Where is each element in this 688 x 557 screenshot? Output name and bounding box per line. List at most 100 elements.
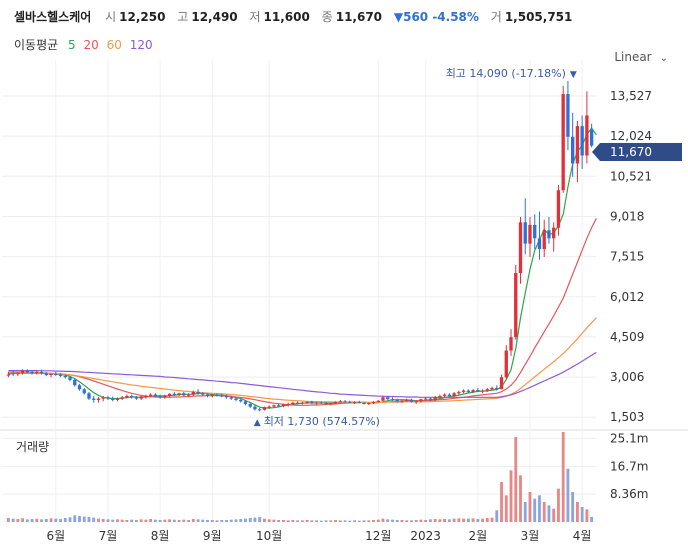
volume-bar <box>177 520 181 522</box>
volume-bar <box>220 520 224 522</box>
ma-5-label[interactable]: 5 <box>68 38 76 52</box>
open-value: 12,250 <box>119 10 166 24</box>
volume-tick-label: 25.1m <box>610 431 648 445</box>
volume-bar <box>116 519 119 522</box>
candle-body <box>552 227 556 239</box>
volume-bar <box>552 508 556 522</box>
candle-body <box>390 399 395 401</box>
volume-bar <box>78 516 81 522</box>
candle-body <box>134 397 139 399</box>
candle-body <box>319 402 323 404</box>
volume-bar <box>428 519 432 522</box>
candle-body <box>92 398 96 400</box>
time-tick-label: 6월 <box>46 529 65 543</box>
volume-bar <box>225 520 228 522</box>
candle-body <box>243 401 248 404</box>
candle-body <box>571 136 575 164</box>
candle-body <box>495 387 499 390</box>
candle-body <box>580 126 584 156</box>
volume-bar <box>575 502 579 522</box>
volume-bar <box>495 510 499 522</box>
candle-body <box>575 126 580 164</box>
volume-bar <box>158 520 162 522</box>
volume-bar <box>433 519 437 522</box>
candle-body <box>438 395 442 398</box>
volume-bar <box>490 517 494 522</box>
candle-body <box>25 370 29 373</box>
candle-body <box>466 390 470 392</box>
candle-body <box>39 371 44 374</box>
candle-body <box>63 375 67 378</box>
candle-body <box>148 394 153 396</box>
candle-body <box>210 394 214 396</box>
candle-body <box>239 399 243 402</box>
candle-body <box>16 373 20 375</box>
volume-bar <box>106 519 110 522</box>
change-value: ▼560 -4.58% <box>393 10 479 24</box>
candle-body <box>96 398 101 400</box>
volume-bar <box>44 519 48 522</box>
volume-bar <box>101 519 105 522</box>
volume-bar <box>54 518 58 522</box>
volume-bar <box>92 517 96 522</box>
volume-bar <box>35 518 39 522</box>
ma-20-label[interactable]: 20 <box>83 38 99 52</box>
ma-120-label[interactable]: 120 <box>129 38 153 52</box>
candle-body <box>395 399 399 402</box>
volume-tick-label: 16.7m <box>610 459 648 473</box>
time-tick-label: 7월 <box>99 529 118 543</box>
volume-bar <box>334 520 337 522</box>
close-value: 11,670 <box>335 10 383 24</box>
candle-body <box>49 374 53 376</box>
volume-bar <box>372 520 375 522</box>
candle-body <box>333 401 338 404</box>
candle-body <box>44 373 48 376</box>
price-tick-label: 6,012 <box>610 290 644 304</box>
candle-body <box>158 395 162 398</box>
volume-bar <box>471 518 475 522</box>
time-tick-label: 2023 <box>410 529 441 543</box>
ma-5-line <box>8 126 597 409</box>
current-price-badge: 11,670 <box>592 143 682 161</box>
volume-bar <box>40 519 43 522</box>
volume-bar <box>362 520 366 522</box>
candle-body <box>490 387 494 390</box>
volume-bar <box>144 519 148 522</box>
volume-bar <box>443 519 447 522</box>
scale-selector[interactable]: Linear ⌄ <box>614 50 668 64</box>
volume-title: 거래량 <box>16 440 50 454</box>
candle-body <box>348 401 352 403</box>
volume-bar <box>547 505 551 522</box>
quote-header: 셀바스헬스케어 시 12,250 고 12,490 저 11,600 종 11,670 … <box>14 8 580 25</box>
volume-bar <box>291 520 295 522</box>
volume-bar <box>215 520 219 522</box>
candle-body <box>82 389 86 394</box>
volume-bar <box>125 520 129 522</box>
volume-bar <box>239 519 243 522</box>
volume-bar <box>514 437 518 522</box>
volume-bar <box>130 519 134 522</box>
candle-body <box>139 396 143 399</box>
candle-body <box>30 371 34 374</box>
volume-bar <box>500 482 503 522</box>
ma-60-label[interactable]: 60 <box>106 38 122 52</box>
volume-bar <box>447 519 451 522</box>
candle-body <box>542 230 546 249</box>
candle-body <box>585 115 589 156</box>
candle-body <box>35 371 39 374</box>
volume-bar <box>248 518 252 522</box>
candle-body <box>58 374 63 376</box>
volume-bar <box>6 518 10 522</box>
volume-bar <box>557 488 560 522</box>
candle-body <box>291 402 295 404</box>
candle-body <box>509 337 513 351</box>
volume-bar <box>509 470 513 522</box>
volume-bar <box>120 519 124 522</box>
candle-body <box>229 397 233 399</box>
ma-legend-label: 이동평균 <box>14 38 59 52</box>
volume-bar <box>315 520 319 522</box>
candle-body <box>295 402 300 404</box>
time-tick-label: 9월 <box>203 529 222 543</box>
time-tick-label: 4월 <box>573 529 592 543</box>
